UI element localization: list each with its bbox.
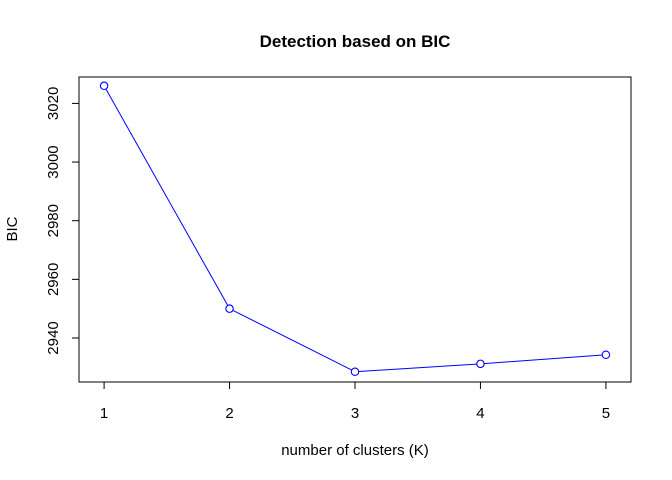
data-point <box>225 304 234 313</box>
chart-title: Detection based on BIC <box>260 32 451 51</box>
series-segment <box>229 308 356 373</box>
x-tick-label: 1 <box>100 405 108 422</box>
y-tick-label: 2940 <box>45 321 62 354</box>
x-axis: 1 2 3 4 5 <box>100 381 610 422</box>
y-tick-label: 2960 <box>45 263 62 296</box>
data-point <box>99 81 109 91</box>
x-axis-label: number of clusters (K) <box>281 442 429 459</box>
series-segment <box>103 85 230 309</box>
y-tick-label: 3020 <box>45 87 62 120</box>
series-group <box>99 81 611 376</box>
data-point <box>476 359 485 369</box>
y-tick-label: 3000 <box>45 145 62 178</box>
series-segment <box>354 363 481 373</box>
y-axis: 2940 2960 2980 3000 3020 <box>45 87 80 355</box>
series-segment <box>480 354 606 365</box>
y-axis-label: BIC <box>4 216 21 241</box>
x-tick-label: 3 <box>351 405 359 422</box>
x-tick-label: 5 <box>602 405 610 422</box>
x-tick-label: 2 <box>225 405 233 422</box>
data-point <box>601 350 611 359</box>
y-tick-label: 2980 <box>45 204 62 237</box>
data-point <box>350 367 360 376</box>
plot-frame <box>78 76 632 383</box>
x-tick-label: 4 <box>476 405 484 422</box>
